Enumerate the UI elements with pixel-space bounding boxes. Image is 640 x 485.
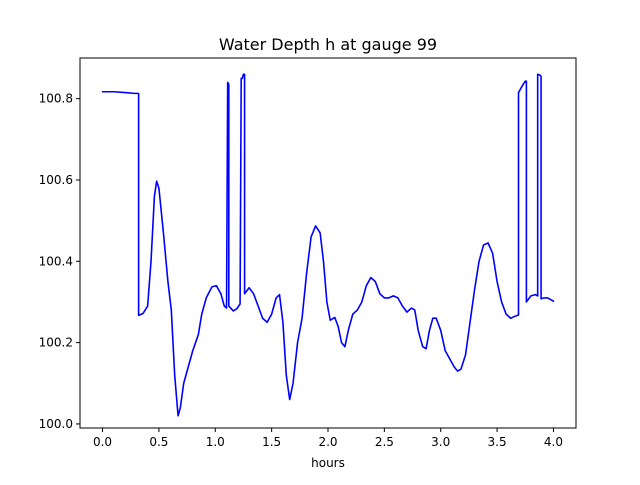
- x-tick-label: 0.5: [149, 435, 168, 449]
- axes-background: [80, 58, 576, 428]
- series-layer: [101, 73, 555, 417]
- x-tick-label: 2.0: [318, 435, 337, 449]
- x-axis-label: hours: [311, 456, 345, 470]
- y-tick-label: 100.6: [39, 173, 73, 187]
- x-tick-label: 1.0: [206, 435, 225, 449]
- x-tick-label: 4.0: [544, 435, 563, 449]
- y-tick-label: 100.2: [39, 336, 73, 350]
- x-axis-ticks: 0.0 0.5 1.0 1.5 2.0 2.5 3.0 3.5 4.0: [93, 428, 563, 449]
- y-tick-label: 100.0: [39, 417, 73, 431]
- plot-area: [80, 58, 576, 428]
- y-axis-ticks: 100.0 100.2 100.4 100.6 100.8: [39, 92, 80, 431]
- x-tick-label: 3.5: [488, 435, 507, 449]
- y-tick-label: 100.8: [39, 92, 73, 106]
- x-tick-label: 2.5: [375, 435, 394, 449]
- chart-title: Water Depth h at gauge 99: [219, 35, 437, 54]
- series-line: [101, 73, 555, 417]
- y-tick-label: 100.4: [39, 254, 73, 268]
- x-tick-label: 1.5: [262, 435, 281, 449]
- x-tick-label: 0.0: [93, 435, 112, 449]
- x-tick-label: 3.0: [431, 435, 450, 449]
- axes-frame: [79, 57, 577, 429]
